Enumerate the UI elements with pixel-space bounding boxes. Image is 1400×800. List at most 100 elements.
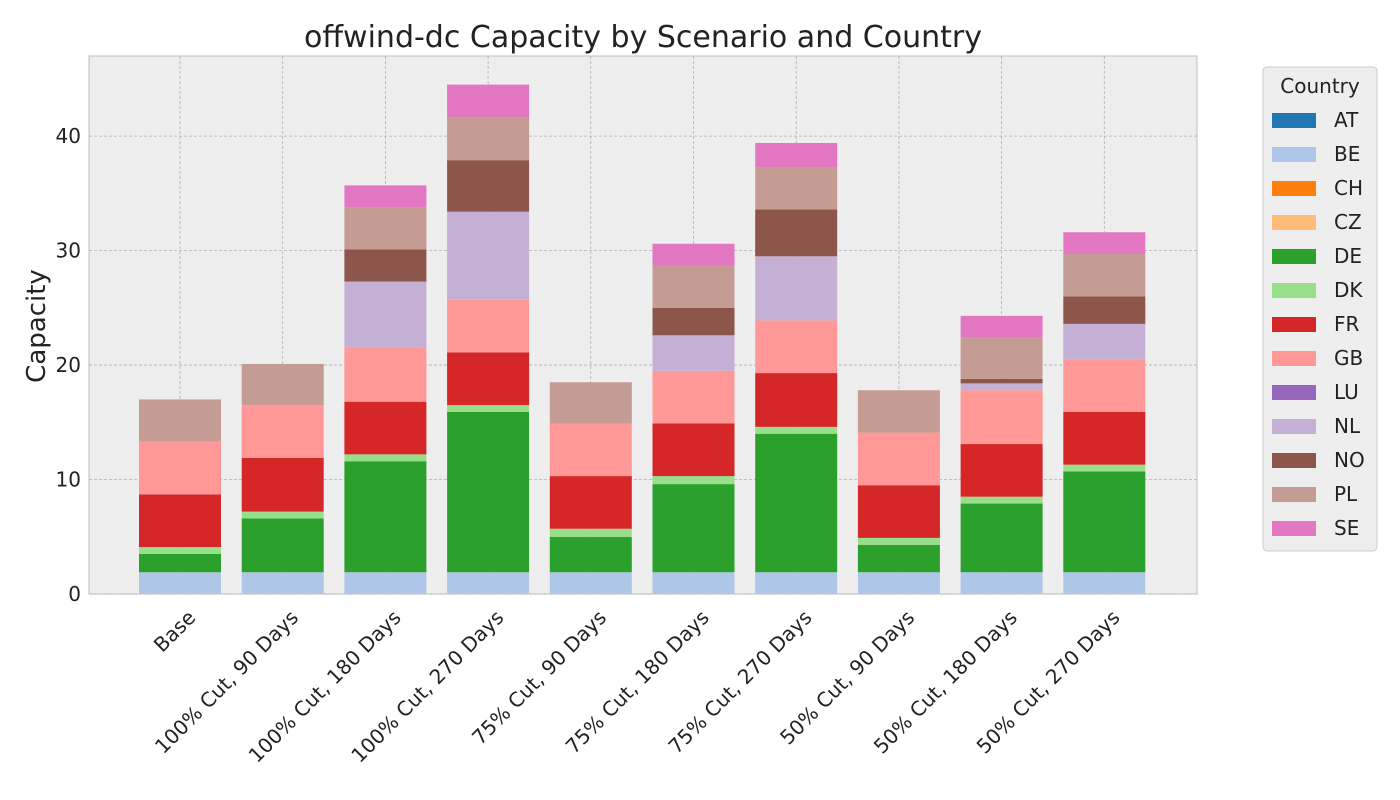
bars bbox=[139, 84, 1146, 594]
bar-segment-no bbox=[447, 160, 530, 212]
bar-segment-fr bbox=[549, 476, 632, 529]
legend-swatch-ch bbox=[1272, 181, 1316, 196]
legend-swatch-be bbox=[1272, 147, 1316, 162]
y-tick-label: 40 bbox=[56, 124, 81, 148]
bar-segment-gb bbox=[652, 370, 735, 424]
bar-segment-gb bbox=[857, 432, 940, 486]
bar-segment-fr bbox=[447, 352, 530, 406]
bar-segment-gb bbox=[139, 441, 221, 495]
legend-frame bbox=[1262, 66, 1378, 552]
x-tick-label: Base bbox=[149, 605, 200, 656]
bar-segment-dk bbox=[960, 496, 1043, 504]
legend-swatch-lu bbox=[1272, 385, 1316, 400]
bar-segment-dk bbox=[857, 537, 940, 545]
bar-segment-fr bbox=[857, 485, 940, 538]
bar-segment-dk bbox=[549, 528, 632, 537]
legend-swatch-gb bbox=[1272, 351, 1316, 366]
bar-segment-de bbox=[139, 553, 221, 573]
bar-segment-se bbox=[1063, 232, 1146, 255]
bar-segment-nl bbox=[652, 335, 735, 371]
bar-segment-de bbox=[857, 544, 940, 573]
legend-swatch-at bbox=[1272, 113, 1316, 128]
bar-segment-be bbox=[139, 572, 221, 594]
bar-segment-fr bbox=[1063, 411, 1146, 465]
bar-segment-no bbox=[1063, 296, 1146, 324]
bar-segment-gb bbox=[755, 320, 838, 374]
legend-label-be: BE bbox=[1334, 142, 1360, 166]
bar-segment-be bbox=[1063, 572, 1146, 594]
legend-swatch-se bbox=[1272, 521, 1316, 536]
bar-segment-be bbox=[447, 572, 530, 594]
bar-segment-fr bbox=[960, 444, 1043, 497]
legend-label-nl: NL bbox=[1334, 414, 1361, 438]
bar-segment-gb bbox=[241, 405, 324, 458]
bar-segment-be bbox=[549, 572, 632, 594]
bar-segment-no bbox=[755, 209, 838, 257]
legend-label-pl: PL bbox=[1334, 482, 1358, 506]
bar-segment-de bbox=[755, 433, 838, 573]
legend-label-se: SE bbox=[1334, 516, 1359, 540]
bar-segment-no bbox=[960, 378, 1043, 384]
bar-segment-gb bbox=[960, 390, 1043, 445]
bar-segment-pl bbox=[447, 117, 530, 161]
y-ticks: 0 10 20 30 40 bbox=[56, 124, 81, 606]
bar-segment-dk bbox=[1063, 464, 1146, 472]
bar-segment-fr bbox=[139, 494, 221, 548]
bar-segment-nl bbox=[755, 256, 838, 321]
bar-segment-dk bbox=[139, 547, 221, 554]
bar-segment-gb bbox=[344, 347, 427, 402]
bar-segment-se bbox=[344, 185, 427, 208]
bar-segment-no bbox=[652, 307, 735, 336]
bar-segment-dk bbox=[344, 454, 427, 462]
bar-segment-no bbox=[344, 249, 427, 282]
bar-segment-be bbox=[755, 572, 838, 594]
bar-segment-gb bbox=[447, 299, 530, 353]
chart-title: offwind-dc Capacity by Scenario and Coun… bbox=[304, 20, 982, 55]
bar-segment-dk bbox=[755, 426, 838, 434]
bar-segment-nl bbox=[960, 383, 1043, 391]
bar-segment-fr bbox=[652, 423, 735, 477]
legend-label-cz: CZ bbox=[1334, 210, 1362, 234]
legend-label-gb: GB bbox=[1334, 346, 1363, 370]
bar-segment-pl bbox=[1063, 254, 1146, 297]
legend-label-de: DE bbox=[1334, 244, 1362, 268]
legend-label-ch: CH bbox=[1334, 176, 1363, 200]
bar-segment-de bbox=[652, 484, 735, 573]
legend-swatch-de bbox=[1272, 249, 1316, 264]
bar-segment-pl bbox=[139, 399, 221, 442]
bar-segment-nl bbox=[1063, 323, 1146, 360]
legend-label-no: NO bbox=[1334, 448, 1365, 472]
y-tick-label: 0 bbox=[68, 582, 81, 606]
legend-label-dk: DK bbox=[1334, 278, 1363, 302]
bar-segment-de bbox=[344, 461, 427, 573]
bar-segment-pl bbox=[241, 363, 324, 406]
bar-segment-gb bbox=[1063, 359, 1146, 412]
y-axis-label: Capacity bbox=[22, 269, 52, 383]
bar-segment-nl bbox=[344, 281, 427, 348]
bar-segment-be bbox=[344, 572, 427, 594]
bar-segment-nl bbox=[447, 211, 530, 300]
bar-segment-be bbox=[241, 572, 324, 594]
bar-segment-gb bbox=[549, 423, 632, 477]
bar-segment-de bbox=[447, 411, 530, 573]
legend-swatch-nl bbox=[1272, 419, 1316, 434]
bar-segment-be bbox=[857, 572, 940, 594]
bar-segment-de bbox=[1063, 471, 1146, 573]
bar-segment-se bbox=[447, 84, 530, 118]
bar-segment-fr bbox=[344, 401, 427, 455]
legend-items: AT BE CH CZ DE DK FR GB LU NL NO PL SE bbox=[1272, 108, 1365, 540]
bar-segment-be bbox=[652, 572, 735, 594]
bar-segment-dk bbox=[652, 476, 735, 485]
bar-segment-pl bbox=[652, 265, 735, 308]
y-tick-label: 10 bbox=[56, 468, 81, 492]
legend-swatch-dk bbox=[1272, 283, 1316, 298]
bar-segment-dk bbox=[241, 511, 324, 519]
y-tick-label: 20 bbox=[56, 353, 81, 377]
legend-label-lu: LU bbox=[1334, 380, 1359, 404]
legend-swatch-pl bbox=[1272, 487, 1316, 502]
legend: Country AT BE CH CZ DE DK FR GB LU NL NO PL SE bbox=[1262, 66, 1378, 552]
bar-segment-pl bbox=[549, 382, 632, 424]
bar-segment-se bbox=[755, 142, 838, 168]
